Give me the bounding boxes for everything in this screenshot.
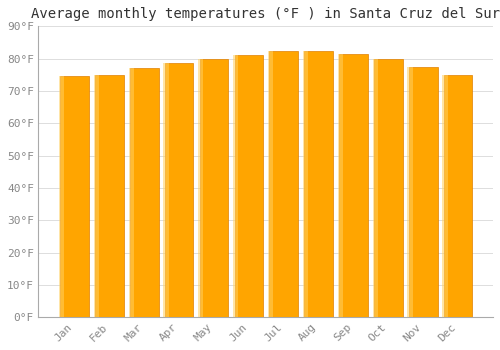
Bar xyxy=(338,54,343,317)
Bar xyxy=(234,55,263,317)
Bar xyxy=(409,67,438,317)
Bar xyxy=(339,54,368,317)
Bar xyxy=(233,55,238,317)
Bar xyxy=(270,50,298,317)
Bar xyxy=(95,75,124,317)
Bar xyxy=(444,75,472,317)
Bar xyxy=(303,50,308,317)
Bar xyxy=(268,50,273,317)
Title: Average monthly temperatures (°F ) in Santa Cruz del Sur: Average monthly temperatures (°F ) in Sa… xyxy=(31,7,500,21)
Bar xyxy=(128,68,134,317)
Bar xyxy=(374,59,402,317)
Bar xyxy=(59,76,64,317)
Bar xyxy=(442,75,448,317)
Bar xyxy=(165,63,194,317)
Bar xyxy=(94,75,99,317)
Bar xyxy=(130,68,158,317)
Bar xyxy=(198,59,203,317)
Bar xyxy=(200,59,228,317)
Bar xyxy=(372,59,378,317)
Bar xyxy=(164,63,168,317)
Bar xyxy=(304,50,333,317)
Bar xyxy=(408,67,412,317)
Bar xyxy=(60,76,89,317)
